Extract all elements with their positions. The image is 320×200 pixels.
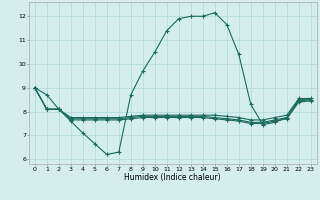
X-axis label: Humidex (Indice chaleur): Humidex (Indice chaleur) (124, 173, 221, 182)
